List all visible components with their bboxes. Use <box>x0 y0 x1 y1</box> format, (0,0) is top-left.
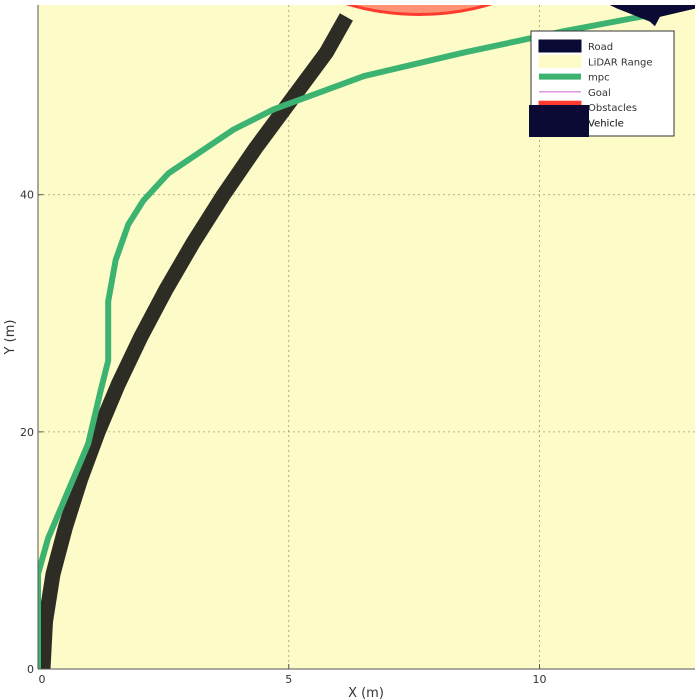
y-tick-label: 0 <box>27 663 34 676</box>
x-axis-label: X (m) <box>348 686 384 700</box>
legend-label: Goal <box>588 88 611 99</box>
x-tick-label: 10 <box>533 673 547 686</box>
legend-label: Vehicle <box>588 119 624 130</box>
legend-swatch <box>538 54 582 68</box>
plot-area <box>38 5 695 669</box>
mpc-line <box>38 5 695 669</box>
ticks: 0 5 10 0 20 40 <box>20 189 547 686</box>
legend-label: Vehicle <box>588 119 624 130</box>
y-tick-label: 20 <box>20 426 34 439</box>
x-tick-label: 5 <box>285 673 292 686</box>
y-axis-label: Y (m) <box>3 320 18 356</box>
legend-swatch <box>538 39 582 53</box>
vehicle-shape <box>609 5 695 27</box>
y-tick-label: 40 <box>20 189 34 202</box>
legend-label: Road <box>588 42 613 53</box>
legend-vehicle-patch <box>529 105 589 137</box>
legend-label: LiDAR Range <box>588 57 653 68</box>
obstacle-shape <box>345 5 493 16</box>
x-tick-label: 0 <box>39 673 46 686</box>
legend-label: Obstacles <box>588 103 637 114</box>
legend-label: mpc <box>588 73 610 84</box>
road-line <box>38 13 353 669</box>
